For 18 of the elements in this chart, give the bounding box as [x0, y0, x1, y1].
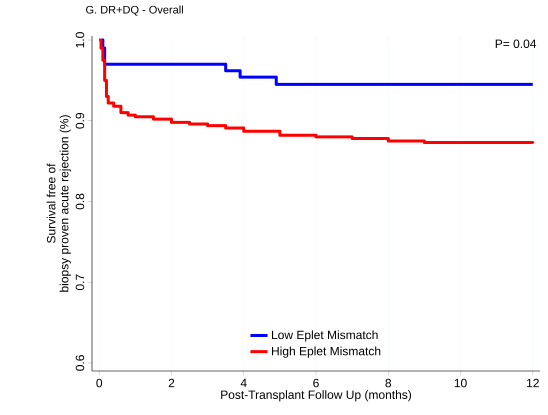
x-tick-label: 0: [96, 378, 102, 388]
x-tick-label: 12: [527, 378, 539, 388]
x-tick-label: 2: [168, 378, 174, 388]
legend-label: High Eplet Mismatch: [272, 346, 380, 358]
x-tick-label: 4: [240, 378, 247, 388]
annotation: P= 0.04: [496, 40, 536, 48]
x-tick-label: 6: [313, 378, 319, 388]
y-tick-label: 0.6: [76, 355, 84, 371]
x-tick-label: 10: [454, 378, 467, 388]
x-tick-label: 8: [385, 378, 392, 388]
y-axis-title: Survival free of biopsy proven acute rejection (%): [46, 115, 71, 292]
chart-title: G. DR+DQ - Overall: [86, 6, 183, 16]
x-axis-title: Post-Transplant Follow Up (months): [221, 390, 412, 402]
y-tick-label: 0.8: [76, 194, 84, 210]
y-tick-label: 1.0: [76, 32, 84, 48]
y-tick-label: 0.9: [76, 112, 84, 129]
y-tick-label: 0.7: [76, 274, 84, 290]
legend-label: Low Eplet Mismatch: [272, 330, 378, 342]
